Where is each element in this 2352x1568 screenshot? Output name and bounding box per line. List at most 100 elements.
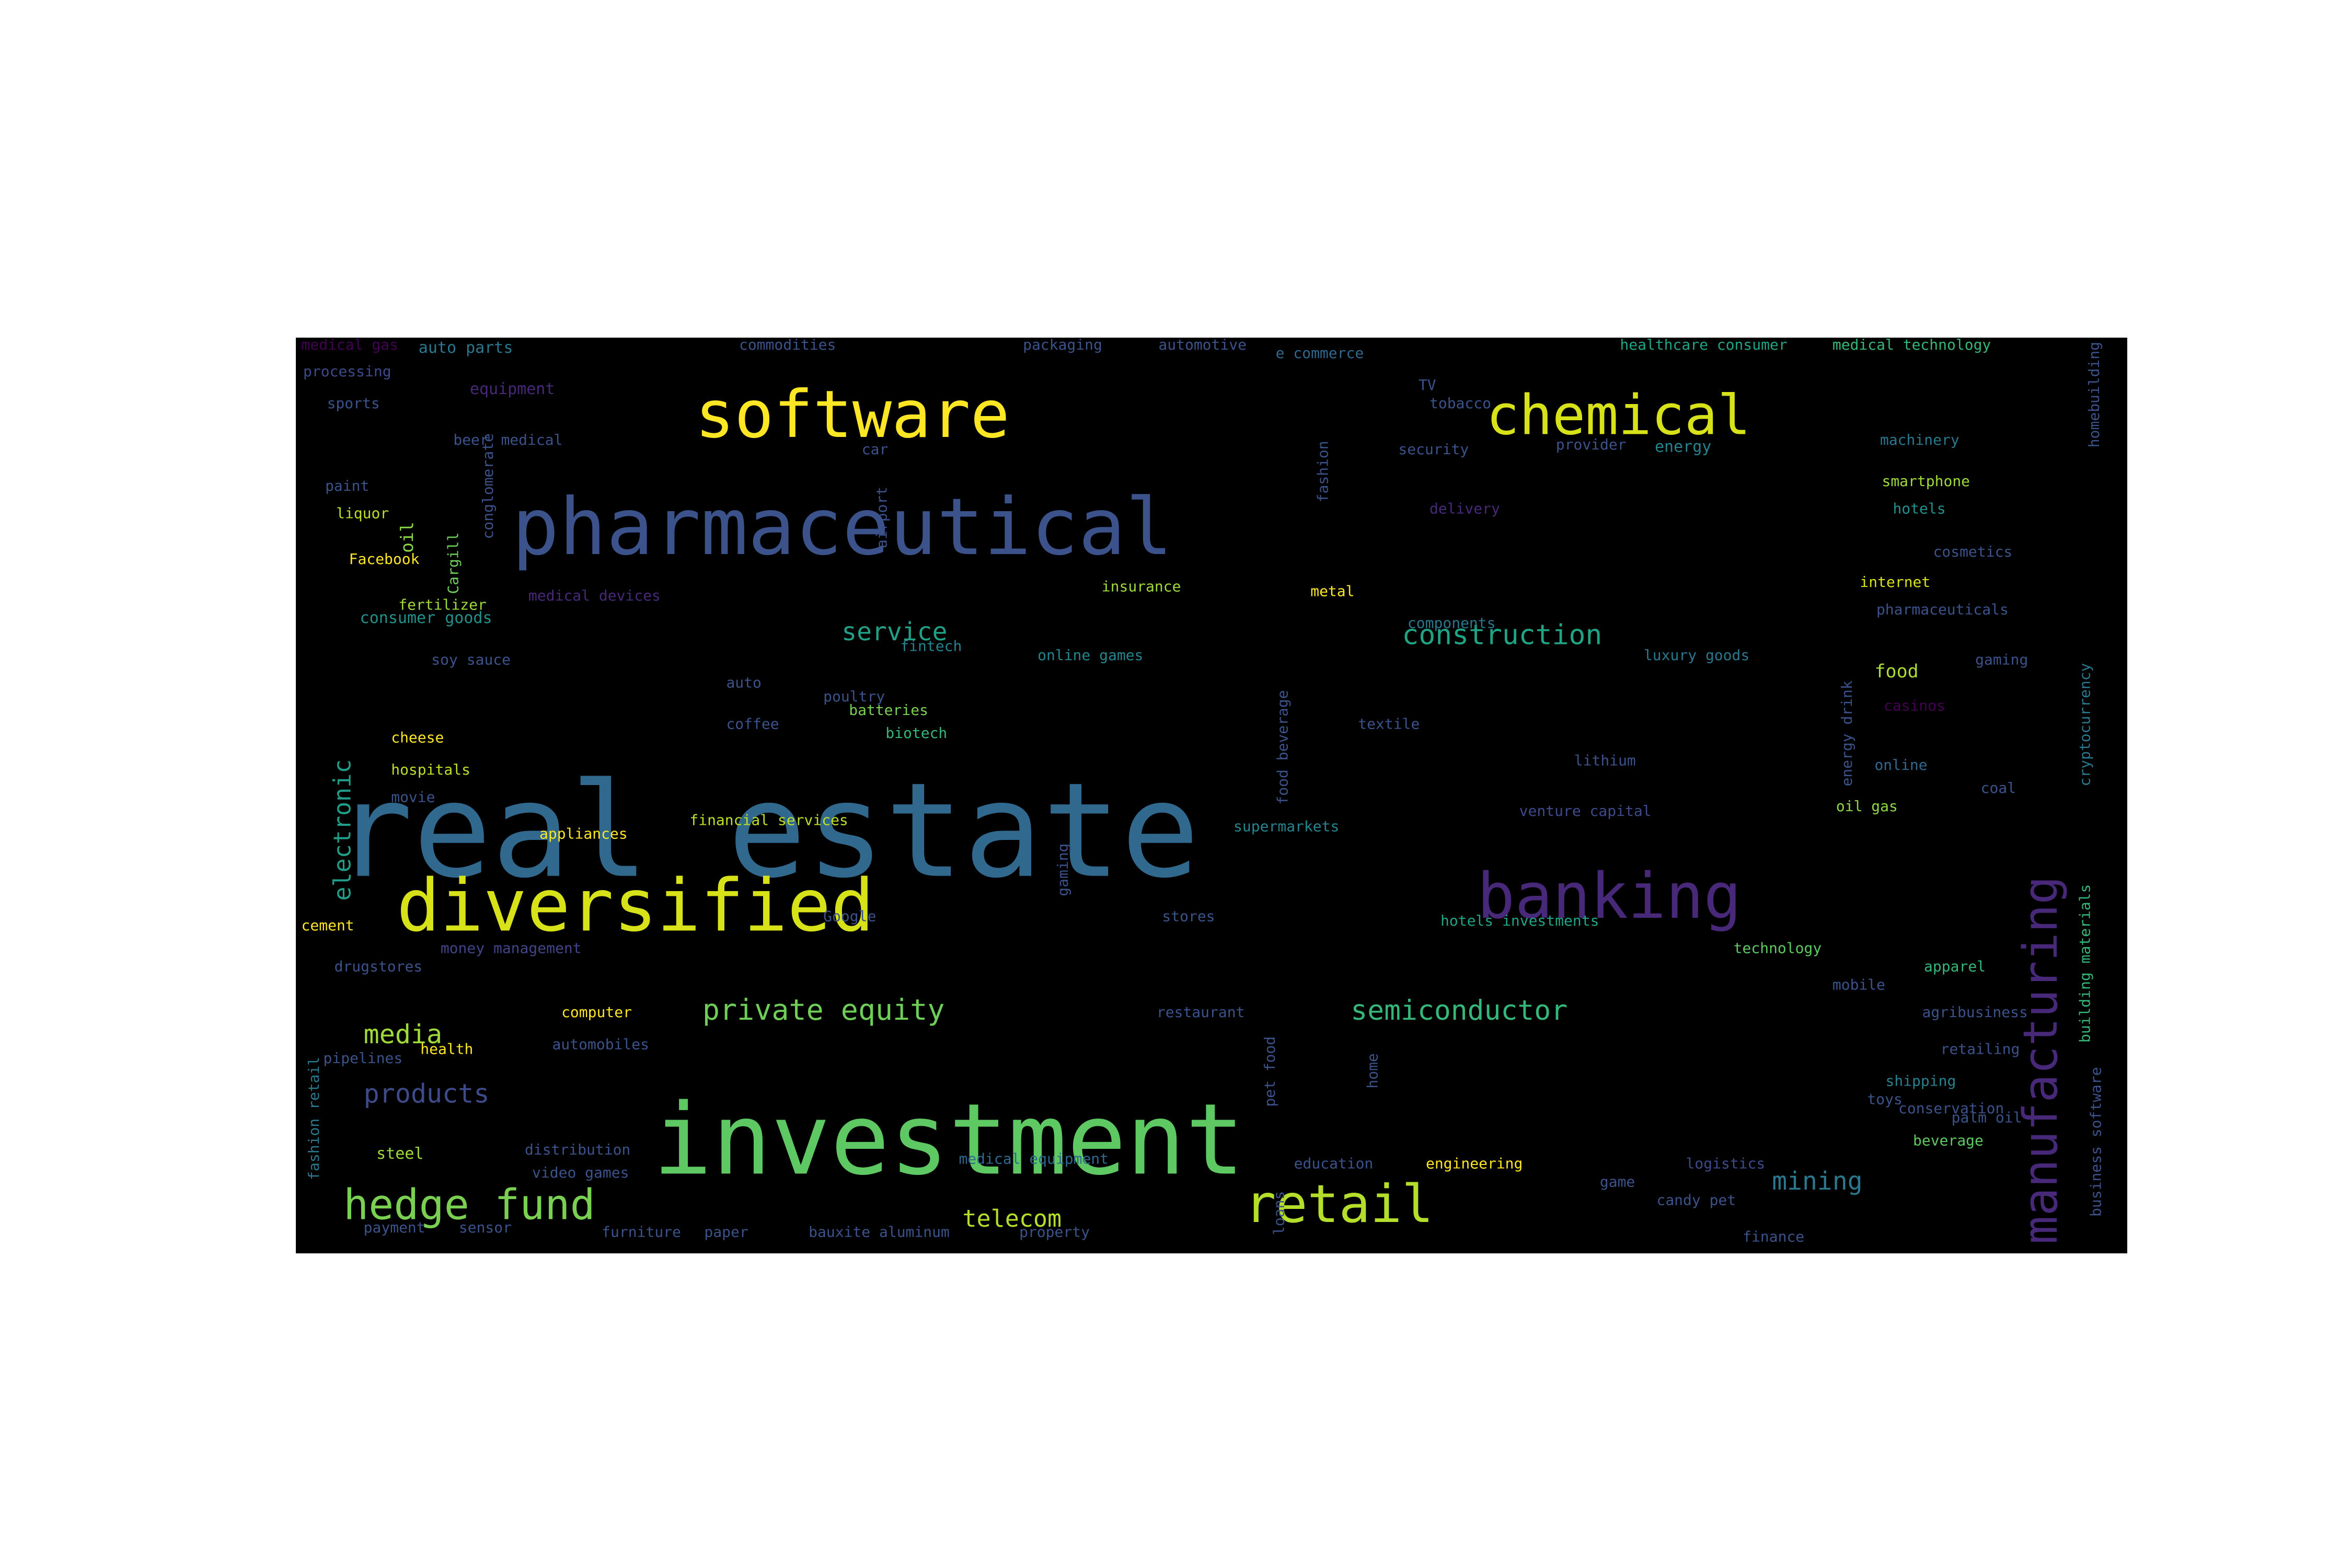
word-beer: beer (453, 431, 489, 449)
word-hedge-fund: hedge fund (343, 1180, 595, 1229)
word-auto-parts: auto parts (418, 339, 513, 358)
word-fintech: fintech (900, 637, 962, 655)
word-manufacturing: manufacturing (2013, 876, 2068, 1244)
word-engineering: engineering (1425, 1155, 1523, 1172)
word-medical: medical (501, 431, 563, 449)
word-loans: loans (1270, 1191, 1288, 1235)
word-healthcare-consumer: healthcare consumer (1620, 338, 1788, 354)
word-fertilizer: fertilizer (398, 596, 487, 614)
word-supermarkets: supermarkets (1233, 817, 1340, 835)
word-investment: investment (653, 1082, 1245, 1197)
word-packaging: packaging (1023, 338, 1102, 354)
word-paint: paint (325, 477, 370, 494)
word-machinery: machinery (1880, 431, 1959, 449)
word-cement: cement (301, 916, 354, 934)
word-car: car (861, 440, 889, 458)
word-cosmetics: cosmetics (1933, 543, 2013, 560)
word-oil: oil (397, 522, 418, 553)
word-metal: metal (1310, 582, 1355, 600)
word-cryptocurrency: cryptocurrency (2076, 663, 2094, 787)
word-logistics: logistics (1686, 1155, 1766, 1172)
word-google: Google (823, 907, 877, 925)
word-drugstores: drugstores (334, 958, 423, 975)
word-sports: sports (327, 395, 380, 412)
word-batteries: batteries (849, 701, 928, 719)
word-money-management: money management (440, 939, 582, 957)
word-telecom: telecom (962, 1205, 1062, 1233)
word-mobile: mobile (1832, 976, 1886, 994)
word-auto: auto (726, 674, 762, 691)
word-medical-equipment: medical equipment (959, 1150, 1109, 1168)
word-security: security (1398, 440, 1469, 458)
word-cargill: Cargill (444, 532, 462, 594)
word-fashion: fashion (1314, 441, 1332, 503)
word-lithium: lithium (1574, 752, 1636, 769)
word-stores: stores (1162, 907, 1215, 925)
word-consumer-goods: consumer goods (360, 608, 492, 627)
word-biotech: biotech (885, 724, 948, 742)
word-software: software (695, 377, 1010, 453)
word-game: game (1599, 1173, 1635, 1191)
word-video-games: video games (532, 1163, 629, 1181)
word-semiconductor: semiconductor (1351, 995, 1568, 1027)
word-medical-technology: medical technology (1832, 338, 1991, 354)
word-media: media (363, 1019, 443, 1050)
word-mining: mining (1772, 1167, 1863, 1196)
word-paper: paper (704, 1223, 748, 1241)
word-facebook: Facebook (349, 550, 420, 568)
word-automotive: automotive (1158, 338, 1247, 354)
word-pharmaceuticals: pharmaceuticals (1876, 601, 2009, 618)
word-automobiles: automobiles (552, 1035, 649, 1053)
word-property: property (1019, 1223, 1090, 1241)
word-apparel: apparel (1924, 958, 1986, 975)
word-online-games: online games (1037, 646, 1144, 664)
word-energy: energy (1654, 437, 1712, 456)
word-online: online (1874, 756, 1928, 774)
word-liquor: liquor (336, 504, 389, 522)
word-real-estate: real estate (334, 754, 1200, 907)
word-commodities: commodities (739, 338, 836, 354)
word-computer: computer (561, 1004, 632, 1021)
word-equipment: equipment (469, 379, 555, 398)
word-sensor: sensor (458, 1218, 512, 1236)
word-cheese: cheese (391, 729, 444, 746)
word-oil-gas: oil gas (1836, 798, 1898, 815)
word-beverage: beverage (1913, 1132, 1984, 1149)
word-medical-devices: medical devices (528, 587, 661, 605)
word-technology: technology (1733, 939, 1822, 957)
word-finance: finance (1743, 1228, 1805, 1246)
word-gaming: gaming (1054, 843, 1072, 896)
word-private-equity: private equity (702, 993, 945, 1027)
word-financial-services: financial services (689, 811, 848, 829)
word-components: components (1407, 614, 1496, 632)
word-shipping: shipping (1885, 1072, 1956, 1090)
word-palm-oil: palm oil (1951, 1109, 2022, 1126)
word-chemical: chemical (1486, 383, 1751, 447)
word-processing: processing (303, 362, 391, 380)
word-soy-sauce: soy sauce (431, 651, 511, 668)
word-conglomerate: conglomerate (479, 433, 497, 539)
word-furniture: furniture (602, 1223, 681, 1241)
word-service: service (841, 617, 948, 647)
word-movie: movie (391, 788, 435, 806)
word-cloud: real estate investment pharmaceutical diver… (296, 338, 2127, 1253)
word-appliances: appliances (539, 825, 628, 843)
word-e-commerce: e commerce (1275, 344, 1364, 362)
word-payment: payment (363, 1218, 425, 1236)
word-poultry: poultry (823, 687, 885, 705)
word-products: products (363, 1078, 490, 1109)
word-health: health (420, 1040, 474, 1058)
word-restaurant: restaurant (1156, 1004, 1245, 1021)
word-toys: toys (1867, 1090, 1903, 1108)
word-banking: banking (1477, 860, 1742, 933)
word-homebuilding: homebuilding (2085, 341, 2103, 448)
word-retail: retail (1244, 1173, 1434, 1235)
word-conservation: conservation (1898, 1100, 2004, 1117)
word-hospitals: hospitals (391, 760, 470, 778)
word-hotels-investments: hotels investments (1440, 912, 1599, 930)
word-pharmaceutical: pharmaceutical (512, 482, 1173, 573)
word-education: education (1294, 1155, 1374, 1172)
word-medical-gas: medical gas (301, 338, 398, 354)
word-insurance: insurance (1101, 578, 1181, 595)
word-coal: coal (1980, 779, 2016, 797)
